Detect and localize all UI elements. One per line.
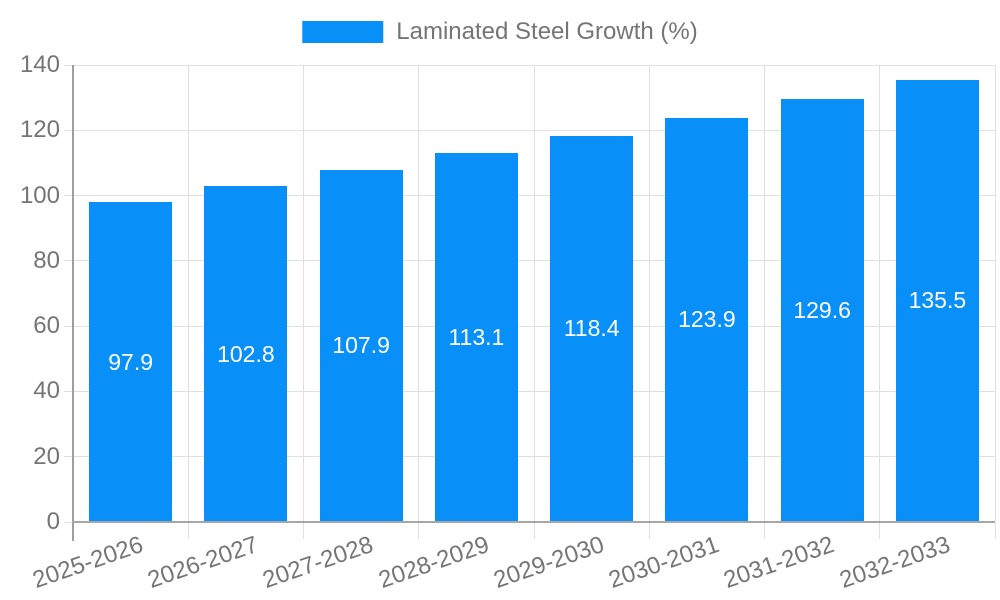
bar-2030-2031: 123.9	[665, 117, 749, 522]
bar-2025-2026: 97.9	[89, 202, 173, 522]
y-axis-label: 60	[33, 312, 60, 340]
x-axis-tick	[994, 523, 996, 539]
y-axis-label: 100	[19, 181, 60, 209]
x-axis-tick	[187, 523, 189, 539]
x-axis-label: 2032-2033	[835, 531, 954, 594]
x-axis-tick	[533, 523, 535, 539]
gridline-vertical	[879, 65, 881, 522]
bar-2027-2028: 107.9	[319, 169, 403, 522]
x-axis-tick	[648, 523, 650, 539]
x-axis-tick	[418, 523, 420, 539]
gridline-vertical	[303, 65, 304, 522]
x-axis-label: 2025-2026	[29, 531, 147, 594]
x-axis-label: 2028-2029	[374, 531, 493, 594]
y-axis-tick	[64, 260, 73, 262]
x-axis-tick	[764, 523, 765, 539]
y-axis-tick	[64, 195, 73, 197]
bar-2029-2030: 118.4	[550, 135, 634, 522]
bar-value-label: 107.9	[332, 332, 390, 359]
x-axis-tick	[303, 523, 304, 539]
chart-legend: Laminated Steel Growth (%)	[302, 18, 698, 46]
y-axis-label: 120	[19, 116, 60, 144]
gridline-vertical	[764, 65, 765, 522]
x-axis-label: 2026-2027	[144, 531, 262, 594]
y-axis-tick	[64, 456, 73, 458]
y-axis-label: 80	[33, 246, 60, 274]
y-axis-line	[72, 65, 74, 524]
bar-2031-2032: 129.6	[780, 98, 864, 522]
x-axis-tick	[879, 523, 881, 539]
x-axis-label: 2030-2031	[605, 531, 723, 594]
bar-value-label: 97.9	[108, 348, 153, 375]
bar-value-label: 113.1	[448, 323, 505, 350]
bar-2032-2033: 135.5	[895, 79, 979, 522]
y-axis-tick	[64, 325, 73, 327]
gridline-vertical	[648, 65, 650, 522]
y-axis-label: 40	[33, 377, 60, 405]
legend-label: Laminated Steel Growth (%)	[396, 18, 698, 45]
bar-value-label: 123.9	[678, 306, 736, 333]
x-axis-line	[72, 521, 995, 523]
gridline-vertical	[187, 65, 189, 522]
y-axis-label: 20	[33, 442, 60, 470]
y-axis-tick	[64, 129, 73, 131]
bar-value-label: 135.5	[908, 287, 967, 314]
bar-value-label: 129.6	[793, 296, 851, 323]
x-axis-label: 2031-2032	[720, 531, 838, 594]
bar-value-label: 102.8	[217, 340, 275, 367]
legend-swatch	[302, 21, 384, 43]
x-axis-label: 2027-2028	[259, 531, 377, 594]
bar-value-label: 118.4	[563, 315, 620, 342]
y-axis-tick	[64, 64, 73, 66]
bar-2026-2027: 102.8	[204, 186, 288, 522]
gridline-vertical	[994, 65, 996, 522]
bar-2028-2029: 113.1	[434, 152, 518, 522]
y-axis-tick	[64, 390, 73, 392]
x-axis-label: 2029-2030	[490, 531, 608, 594]
y-axis-label: 140	[19, 51, 60, 78]
y-axis-tick	[64, 521, 73, 523]
x-axis-tick	[72, 523, 74, 541]
gridline-vertical	[533, 65, 535, 522]
gridline-vertical	[418, 65, 420, 522]
y-axis-label: 0	[46, 508, 60, 535]
